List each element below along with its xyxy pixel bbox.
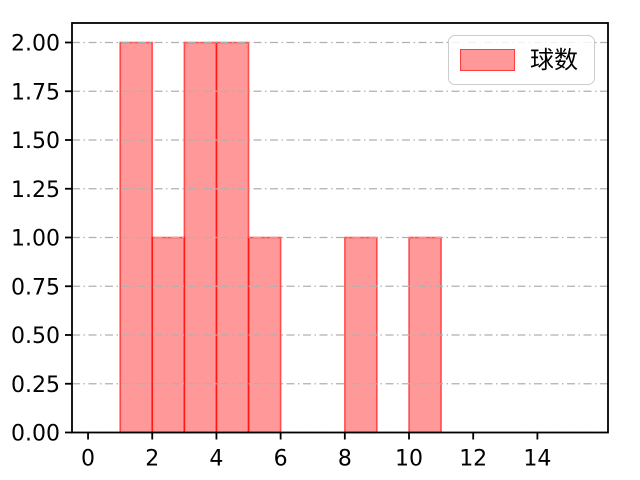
legend-label: 球数 <box>530 46 578 74</box>
y-tick-label: 0.25 <box>11 373 60 398</box>
y-tick-label: 1.25 <box>11 178 60 203</box>
legend: 球数 <box>448 35 595 85</box>
x-tick-label: 4 <box>209 447 223 472</box>
x-tick-label: 12 <box>459 447 487 472</box>
y-tick-label: 2.00 <box>11 32 60 57</box>
y-tick-label: 0.00 <box>11 422 60 447</box>
y-tick-label: 0.75 <box>11 275 60 300</box>
x-tick-label: 8 <box>338 447 352 472</box>
x-tick-label: 2 <box>145 447 159 472</box>
plot-border <box>71 22 609 434</box>
y-tick-label: 1.50 <box>11 129 60 154</box>
y-tick-label: 0.50 <box>11 324 60 349</box>
x-tick-label: 0 <box>81 447 95 472</box>
y-tick-label: 1.00 <box>11 227 60 252</box>
legend-swatch <box>460 49 515 71</box>
x-tick-label: 10 <box>395 447 423 472</box>
y-tick-label: 1.75 <box>11 80 60 105</box>
x-tick-label: 6 <box>274 447 288 472</box>
x-tick-label: 14 <box>523 447 551 472</box>
